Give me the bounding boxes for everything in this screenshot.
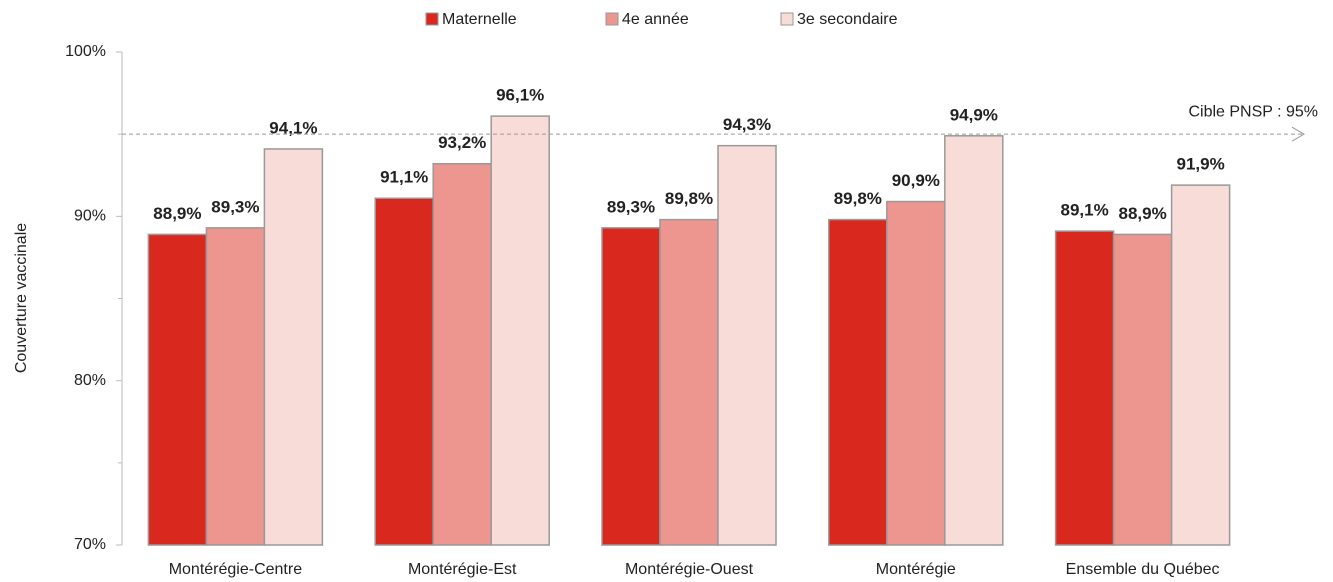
legend-label: 3e secondaire xyxy=(797,11,898,28)
value-label: 89,8% xyxy=(834,189,882,208)
bar xyxy=(944,135,1004,546)
value-label: 90,9% xyxy=(892,171,940,190)
value-label: 88,9% xyxy=(1118,204,1166,223)
bar xyxy=(886,200,946,546)
target-label: Cible PNSP : 95% xyxy=(1188,103,1318,120)
value-label: 88,9% xyxy=(153,204,201,223)
x-tick-label: Montérégie-Centre xyxy=(169,561,303,578)
x-tick-label: Montérégie xyxy=(876,561,956,578)
value-label: 89,8% xyxy=(665,189,713,208)
y-tick-label: 100% xyxy=(65,43,106,60)
bar xyxy=(1170,184,1231,546)
x-tick-label: Ensemble du Québec xyxy=(1066,561,1220,578)
y-axis-label: Couverture vaccinale xyxy=(13,223,30,373)
bar xyxy=(205,227,266,546)
bar xyxy=(601,227,661,546)
value-label: 94,9% xyxy=(950,105,998,124)
legend-label: Maternelle xyxy=(442,11,517,28)
bar xyxy=(1054,230,1115,546)
x-tick-label: Montérégie-Ouest xyxy=(625,561,754,578)
bar xyxy=(432,162,492,546)
bar xyxy=(1112,233,1173,546)
legend-swatch xyxy=(605,12,619,26)
value-label: 94,1% xyxy=(269,118,317,137)
y-tick-label: 90% xyxy=(74,208,106,225)
y-tick-label: 70% xyxy=(74,536,106,553)
value-label: 89,3% xyxy=(211,197,259,216)
legend-swatch xyxy=(425,12,439,26)
bar xyxy=(263,148,324,546)
bar xyxy=(659,218,719,546)
bar xyxy=(374,197,434,546)
y-tick-label: 80% xyxy=(74,372,106,389)
bar xyxy=(717,144,777,546)
bar xyxy=(490,115,550,546)
x-tick-label: Montérégie-Est xyxy=(408,561,517,578)
bar xyxy=(828,218,888,546)
value-label: 91,9% xyxy=(1176,155,1224,174)
target-arrow xyxy=(1291,126,1305,142)
value-label: 96,1% xyxy=(496,86,544,105)
value-label: 91,1% xyxy=(380,168,428,187)
value-label: 89,3% xyxy=(607,197,655,216)
legend-label: 4e année xyxy=(622,11,689,28)
bar xyxy=(147,233,208,546)
value-label: 93,2% xyxy=(438,133,486,152)
value-label: 89,1% xyxy=(1060,201,1108,220)
legend-swatch xyxy=(780,12,794,26)
value-label: 94,3% xyxy=(723,115,771,134)
